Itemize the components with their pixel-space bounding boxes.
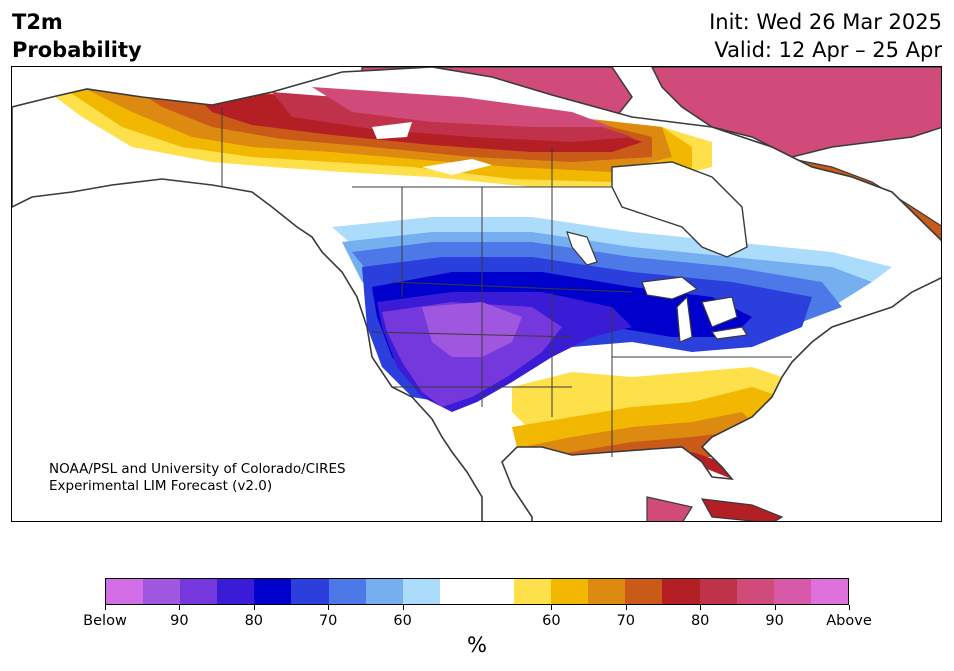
colorbar-segment-above-5 [699, 579, 737, 604]
colorbar-tick-label: 80 [244, 613, 264, 629]
forecast-dates: Init: Wed 26 Mar 2025 Valid: 12 Apr – 25… [709, 8, 942, 64]
colorbar-segment-above-2 [588, 579, 626, 604]
colorbar-tick-mark [774, 605, 776, 610]
colorbar-tick-mark [253, 605, 255, 610]
colorbar-tick-label: 80 [690, 613, 710, 629]
init-date: Init: Wed 26 Mar 2025 [709, 10, 942, 34]
colorbar-segment-below-1 [143, 579, 181, 604]
colorbar-segment-above-6 [736, 579, 774, 604]
map-svg [12, 67, 941, 521]
great-lakes [566, 231, 749, 343]
colorbar-tick-mark [700, 605, 702, 610]
title-variable: T2m [12, 10, 63, 34]
valid-range: Valid: 12 Apr – 25 Apr [714, 38, 942, 62]
map-title: T2m Probability [12, 8, 142, 64]
colorbar-tick-label: 90 [170, 613, 189, 629]
colorbar-tick-mark [849, 605, 850, 610]
colorbar-segment-below-4 [254, 579, 292, 604]
title-product: Probability [12, 38, 142, 62]
colorbar-tick-label: 90 [765, 613, 784, 629]
colorbar-tick-mark [328, 605, 330, 610]
colorbar-tick-mark [551, 605, 553, 610]
colorbar [105, 578, 849, 605]
colorbar-segment-above-8 [810, 579, 848, 604]
colorbar-segment-above-4 [662, 579, 700, 604]
colorbar-segment-below-5 [291, 579, 329, 604]
colorbar-segment-below-0 [106, 579, 144, 604]
credit-line-2: Experimental LIM Forecast (v2.0) [49, 478, 273, 494]
colorbar-tick-label: 70 [616, 613, 636, 629]
colorbar-tick-label: 60 [542, 613, 561, 629]
colorbar-segment-below-3 [217, 579, 255, 604]
colorbar-segment-above-3 [625, 579, 663, 604]
colorbar-segment-neutral [439, 579, 515, 604]
colorbar-segment-above-7 [773, 579, 811, 604]
colorbar-unit: % [467, 633, 487, 657]
colorbar-segment-below-7 [365, 579, 403, 604]
colorbar-tick-label: 60 [393, 613, 412, 629]
colorbar-tick-label: Below [83, 613, 127, 629]
colorbar-segment-above-0 [514, 579, 552, 604]
colorbar-segment-below-8 [402, 579, 440, 604]
colorbar-tick-label: Above [826, 613, 872, 629]
colorbar-segment-below-2 [180, 579, 218, 604]
colorbar-tick-mark [402, 605, 404, 610]
colorbar-segment-below-6 [328, 579, 366, 604]
colorbar-segment-above-1 [551, 579, 589, 604]
colorbar-tick-label: 70 [318, 613, 338, 629]
colorbar-tick-mark [179, 605, 181, 610]
credit-text: NOAA/PSL and University of Colorado/CIRE… [49, 461, 346, 495]
colorbar-tick-mark [105, 605, 106, 610]
colorbar-tick-mark [625, 605, 627, 610]
probability-map [11, 66, 942, 522]
credit-line-1: NOAA/PSL and University of Colorado/CIRE… [49, 461, 346, 477]
